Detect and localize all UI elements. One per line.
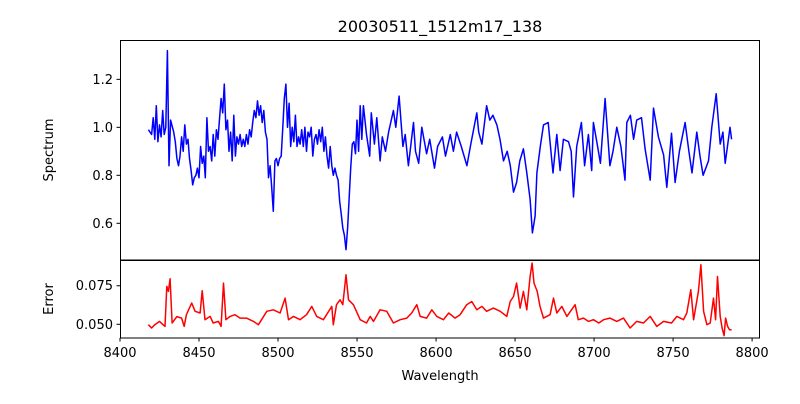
y-axis-label-spectrum: Spectrum xyxy=(42,119,57,182)
xtick-label: 8800 xyxy=(736,346,769,361)
error-ytick-label: 0.050 xyxy=(76,318,113,333)
error-axes-frame xyxy=(120,260,760,339)
xtick-label: 8650 xyxy=(499,346,532,361)
xtick-label: 8400 xyxy=(103,346,136,361)
xtick-label: 8750 xyxy=(657,346,690,361)
xtick-label: 8600 xyxy=(420,346,453,361)
y-axis-label-error: Error xyxy=(42,283,57,315)
xtick-label: 8450 xyxy=(182,346,215,361)
spectrum-ytick-label: 1.0 xyxy=(92,121,113,136)
error-ytick-label: 0.075 xyxy=(76,279,113,294)
xtick-label: 8500 xyxy=(261,346,294,361)
xtick-label: 8700 xyxy=(578,346,611,361)
x-axis-label: Wavelength xyxy=(401,369,478,384)
spectrum-ytick-label: 1.2 xyxy=(92,73,113,88)
spectrum-series-line xyxy=(147,49,733,251)
chart-title: 20030511_1512m17_138 xyxy=(338,17,543,37)
spectrum-ytick-label: 0.6 xyxy=(92,217,113,232)
spectrum-ytick-label: 0.8 xyxy=(92,169,113,184)
xtick-label: 8550 xyxy=(340,346,373,361)
spectrum-axes-frame xyxy=(120,40,760,261)
error-series-line xyxy=(147,262,732,337)
